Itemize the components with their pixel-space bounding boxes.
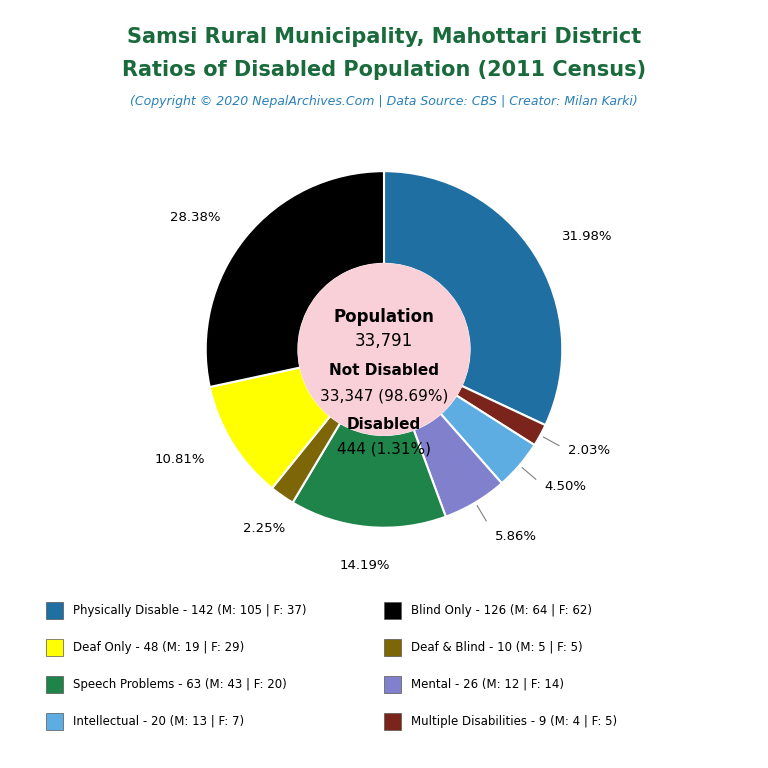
Wedge shape [384, 171, 562, 425]
Text: 31.98%: 31.98% [561, 230, 612, 243]
Text: 14.19%: 14.19% [339, 559, 390, 572]
Text: Mental - 26 (M: 12 | F: 14): Mental - 26 (M: 12 | F: 14) [411, 678, 564, 690]
Wedge shape [293, 423, 445, 528]
Wedge shape [272, 416, 340, 502]
Text: Deaf Only - 48 (M: 19 | F: 29): Deaf Only - 48 (M: 19 | F: 29) [73, 641, 244, 654]
Text: Disabled: Disabled [347, 417, 421, 432]
Wedge shape [210, 367, 330, 488]
Text: 2.25%: 2.25% [243, 522, 285, 535]
Text: Not Disabled: Not Disabled [329, 363, 439, 379]
Text: Samsi Rural Municipality, Mahottari District: Samsi Rural Municipality, Mahottari Dist… [127, 27, 641, 47]
Text: 10.81%: 10.81% [154, 453, 205, 466]
Text: Intellectual - 20 (M: 13 | F: 7): Intellectual - 20 (M: 13 | F: 7) [73, 715, 244, 727]
Text: 4.50%: 4.50% [544, 480, 586, 493]
Circle shape [299, 264, 469, 435]
Text: Blind Only - 126 (M: 64 | F: 62): Blind Only - 126 (M: 64 | F: 62) [411, 604, 592, 617]
Text: Deaf & Blind - 10 (M: 5 | F: 5): Deaf & Blind - 10 (M: 5 | F: 5) [411, 641, 582, 654]
Text: 2.03%: 2.03% [568, 444, 611, 457]
Wedge shape [414, 414, 502, 517]
Wedge shape [441, 396, 535, 483]
Text: 33,347 (98.69%): 33,347 (98.69%) [319, 389, 449, 403]
Text: 444 (1.31%): 444 (1.31%) [337, 442, 431, 457]
Text: Multiple Disabilities - 9 (M: 4 | F: 5): Multiple Disabilities - 9 (M: 4 | F: 5) [411, 715, 617, 727]
Text: Physically Disable - 142 (M: 105 | F: 37): Physically Disable - 142 (M: 105 | F: 37… [73, 604, 306, 617]
Text: 5.86%: 5.86% [495, 530, 538, 543]
Text: Population: Population [333, 308, 435, 326]
Text: (Copyright © 2020 NepalArchives.Com | Data Source: CBS | Creator: Milan Karki): (Copyright © 2020 NepalArchives.Com | Da… [130, 95, 638, 108]
Text: Ratios of Disabled Population (2011 Census): Ratios of Disabled Population (2011 Cens… [122, 60, 646, 80]
Wedge shape [456, 386, 545, 445]
Text: Speech Problems - 63 (M: 43 | F: 20): Speech Problems - 63 (M: 43 | F: 20) [73, 678, 286, 690]
Text: 33,791: 33,791 [355, 332, 413, 349]
Wedge shape [206, 171, 384, 387]
Text: 28.38%: 28.38% [170, 210, 220, 223]
